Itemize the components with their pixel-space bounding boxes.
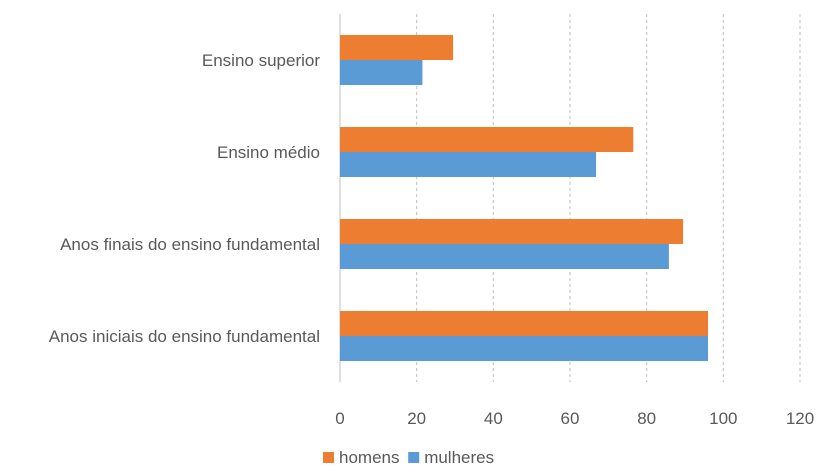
bars [340,35,708,361]
legend: homens mulheres [323,448,494,467]
bar-homens-3 [340,311,708,336]
category-label-0: Ensino superior [202,51,320,70]
x-axis-ticks: 0 20 40 60 80 100 120 [335,409,814,428]
bar-homens-2 [340,219,684,244]
x-tick-label-40: 40 [484,409,503,428]
bar-mulheres-3 [340,336,708,361]
category-label-2: Anos finais do ensino fundamental [60,235,320,254]
category-label-1: Ensino médio [217,143,320,162]
x-tick-label-0: 0 [335,409,344,428]
bar-mulheres-2 [340,244,669,269]
category-labels: Ensino superior Ensino médio Anos finais d… [49,51,321,346]
bar-homens-0 [340,35,454,60]
bar-mulheres-0 [340,60,423,85]
bar-mulheres-1 [340,152,597,177]
category-label-3: Anos iniciais do ensino fundamental [49,327,320,346]
legend-label-homens: homens [339,448,399,467]
x-tick-label-80: 80 [637,409,656,428]
x-tick-label-100: 100 [709,409,737,428]
x-tick-label-60: 60 [561,409,580,428]
legend-swatch-homens [323,452,334,463]
bar-homens-1 [340,127,634,152]
x-tick-label-120: 120 [786,409,814,428]
x-tick-label-20: 20 [407,409,426,428]
legend-swatch-mulheres [408,452,420,463]
legend-label-mulheres: mulheres [424,448,494,467]
